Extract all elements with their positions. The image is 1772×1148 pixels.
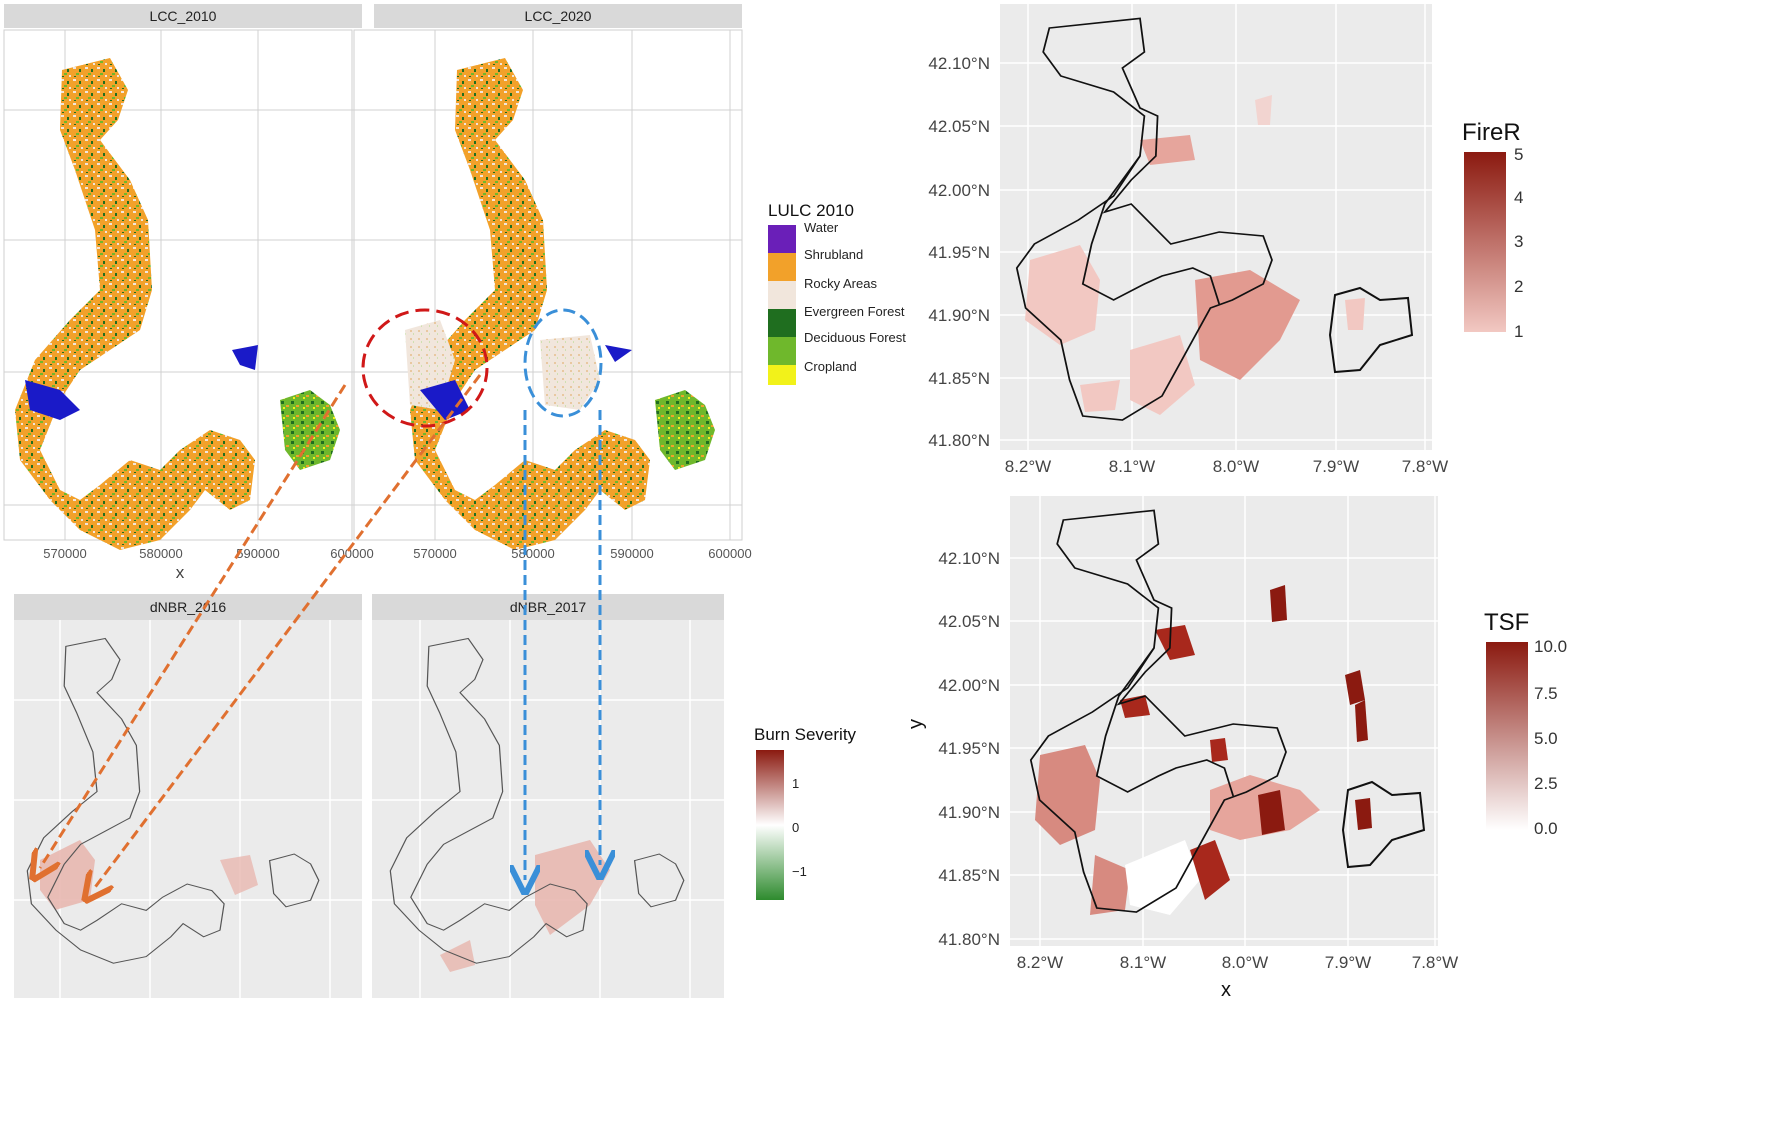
lulc-x-tick: 580000 — [139, 546, 182, 561]
lcc-2020-map — [405, 58, 715, 550]
firer-panel: 42.10°N 42.05°N 42.00°N 41.95°N 41.90°N … — [928, 4, 1523, 476]
firer-y-tick: 42.00°N — [928, 181, 990, 200]
strip-label-dnbr-2017: dNBR_2017 — [510, 599, 586, 615]
legend-swatch-deciduous — [768, 337, 796, 365]
tsf-panel: 42.10°N 42.05°N 42.00°N 41.95°N 41.90°N … — [905, 496, 1567, 1001]
lulc-x-tick: 600000 — [330, 546, 373, 561]
legend-swatch-rocky — [768, 281, 796, 309]
red-circle — [361, 308, 489, 428]
tsf-legend-tick: 7.5 — [1534, 684, 1558, 703]
strip-label-lcc-2020: LCC_2020 — [525, 8, 592, 24]
burn-legend-tick: −1 — [792, 864, 807, 879]
strip-dnbr-2017 — [372, 594, 724, 620]
legend-swatch-shrubland — [768, 253, 796, 281]
firer-y-tick: 41.90°N — [928, 306, 990, 325]
tsf-x-title: x — [1221, 979, 1231, 1001]
tsf-legend-title: TSF — [1484, 609, 1529, 636]
tsf-y-tick: 41.80°N — [938, 930, 1000, 949]
strip-label-dnbr-2016: dNBR_2016 — [150, 599, 226, 615]
tsf-x-tick: 7.8°W — [1412, 953, 1458, 972]
tsf-legend-tick: 5.0 — [1534, 729, 1558, 748]
lulc-x-tick: 580000 — [511, 546, 554, 561]
firer-x-tick: 8.0°W — [1213, 457, 1259, 476]
legend-label-rocky: Rocky Areas — [804, 276, 877, 291]
tsf-y-tick: 42.10°N — [938, 549, 1000, 568]
dnbr-2017-frame — [372, 620, 724, 998]
annotations — [40, 308, 603, 890]
firer-y-axis: 42.10°N 42.05°N 42.00°N 41.95°N 41.90°N … — [928, 54, 990, 450]
legend-label-deciduous: Deciduous Forest — [804, 330, 906, 345]
tsf-map — [1029, 509, 1426, 915]
tsf-x-axis: 8.2°W 8.1°W 8.0°W 7.9°W 7.8°W — [1017, 953, 1458, 972]
tsf-gridlines — [1010, 496, 1438, 946]
tsf-y-tick: 41.90°N — [938, 803, 1000, 822]
firer-y-tick: 41.85°N — [928, 369, 990, 388]
firer-x-tick: 7.9°W — [1313, 457, 1359, 476]
lulc-x-tick: 590000 — [236, 546, 279, 561]
strip-label-lcc-2010: LCC_2010 — [150, 8, 217, 24]
firer-legend-tick: 3 — [1514, 232, 1523, 251]
lulc-legend: Water Shrubland Rocky Areas Evergreen Fo… — [768, 220, 906, 385]
legend-swatch-cropland — [768, 365, 796, 385]
tsf-colorbar — [1486, 642, 1528, 830]
tsf-x-tick: 7.9°W — [1325, 953, 1371, 972]
tsf-legend-tick: 2.5 — [1534, 774, 1558, 793]
tsf-y-tick: 42.00°N — [938, 676, 1000, 695]
lcc-2010-map — [15, 58, 340, 550]
tsf-legend-tick: 0.0 — [1534, 819, 1558, 838]
firer-legend-tick: 4 — [1514, 188, 1523, 207]
lulc-x-tick: 570000 — [43, 546, 86, 561]
firer-plot-area — [1000, 4, 1432, 450]
legend-label-shrubland: Shrubland — [804, 247, 863, 262]
lulc-x-tick: 590000 — [610, 546, 653, 561]
burn-colorbar — [756, 750, 784, 900]
strip-lcc-2020 — [374, 4, 742, 28]
burn-legend-title: Burn Severity — [754, 725, 857, 744]
firer-legend-tick: 2 — [1514, 277, 1523, 296]
lulc-x-tick: 570000 — [413, 546, 456, 561]
burn-legend-tick: 1 — [792, 776, 799, 791]
legend-label-evergreen: Evergreen Forest — [804, 304, 905, 319]
firer-y-tick: 42.10°N — [928, 54, 990, 73]
orange-arrow — [93, 374, 482, 890]
firer-y-tick: 41.80°N — [928, 431, 990, 450]
tsf-y-tick: 42.05°N — [938, 612, 1000, 631]
burn-legend-tick: 0 — [792, 820, 799, 835]
lulc-x-tick: 600000 — [708, 546, 751, 561]
firer-colorbar — [1464, 152, 1506, 332]
tsf-y-axis: 42.10°N 42.05°N 42.00°N 41.95°N 41.90°N … — [938, 549, 1000, 949]
firer-y-tick: 41.95°N — [928, 243, 990, 262]
lulc-legend-title: LULC 2010 — [768, 201, 854, 220]
tsf-x-tick: 8.2°W — [1017, 953, 1063, 972]
tsf-x-tick: 8.0°W — [1222, 953, 1268, 972]
tsf-y-title: y — [905, 719, 927, 729]
strip-lcc-2010 — [4, 4, 362, 28]
firer-legend-title: FireR — [1462, 119, 1521, 146]
legend-label-cropland: Cropland — [804, 359, 857, 374]
firer-x-axis: 8.2°W 8.1°W 8.0°W 7.9°W 7.8°W — [1005, 457, 1448, 476]
firer-x-tick: 7.8°W — [1402, 457, 1448, 476]
dnbr-2016-frame — [14, 620, 362, 998]
tsf-x-tick: 8.1°W — [1120, 953, 1166, 972]
firer-x-tick: 8.1°W — [1109, 457, 1155, 476]
lulc-x-title: x — [176, 563, 185, 582]
firer-y-tick: 42.05°N — [928, 117, 990, 136]
legend-label-water: Water — [804, 220, 839, 235]
firer-legend-tick: 5 — [1514, 145, 1523, 164]
tsf-legend-tick: 10.0 — [1534, 637, 1567, 656]
dnbr-panel: dNBR_2016 dNBR_2017 Burn Severity 1 — [14, 594, 857, 998]
lulc-panel: LCC_2010 LCC_2020 — [3, 4, 906, 582]
firer-map — [1015, 17, 1414, 421]
tsf-y-tick: 41.85°N — [938, 866, 1000, 885]
tsf-y-tick: 41.95°N — [938, 739, 1000, 758]
legend-swatch-water — [768, 225, 796, 253]
firer-x-tick: 8.2°W — [1005, 457, 1051, 476]
firer-legend-tick: 1 — [1514, 322, 1523, 341]
orange-arrow — [40, 384, 347, 868]
legend-swatch-evergreen — [768, 309, 796, 337]
blue-circle — [523, 308, 603, 418]
